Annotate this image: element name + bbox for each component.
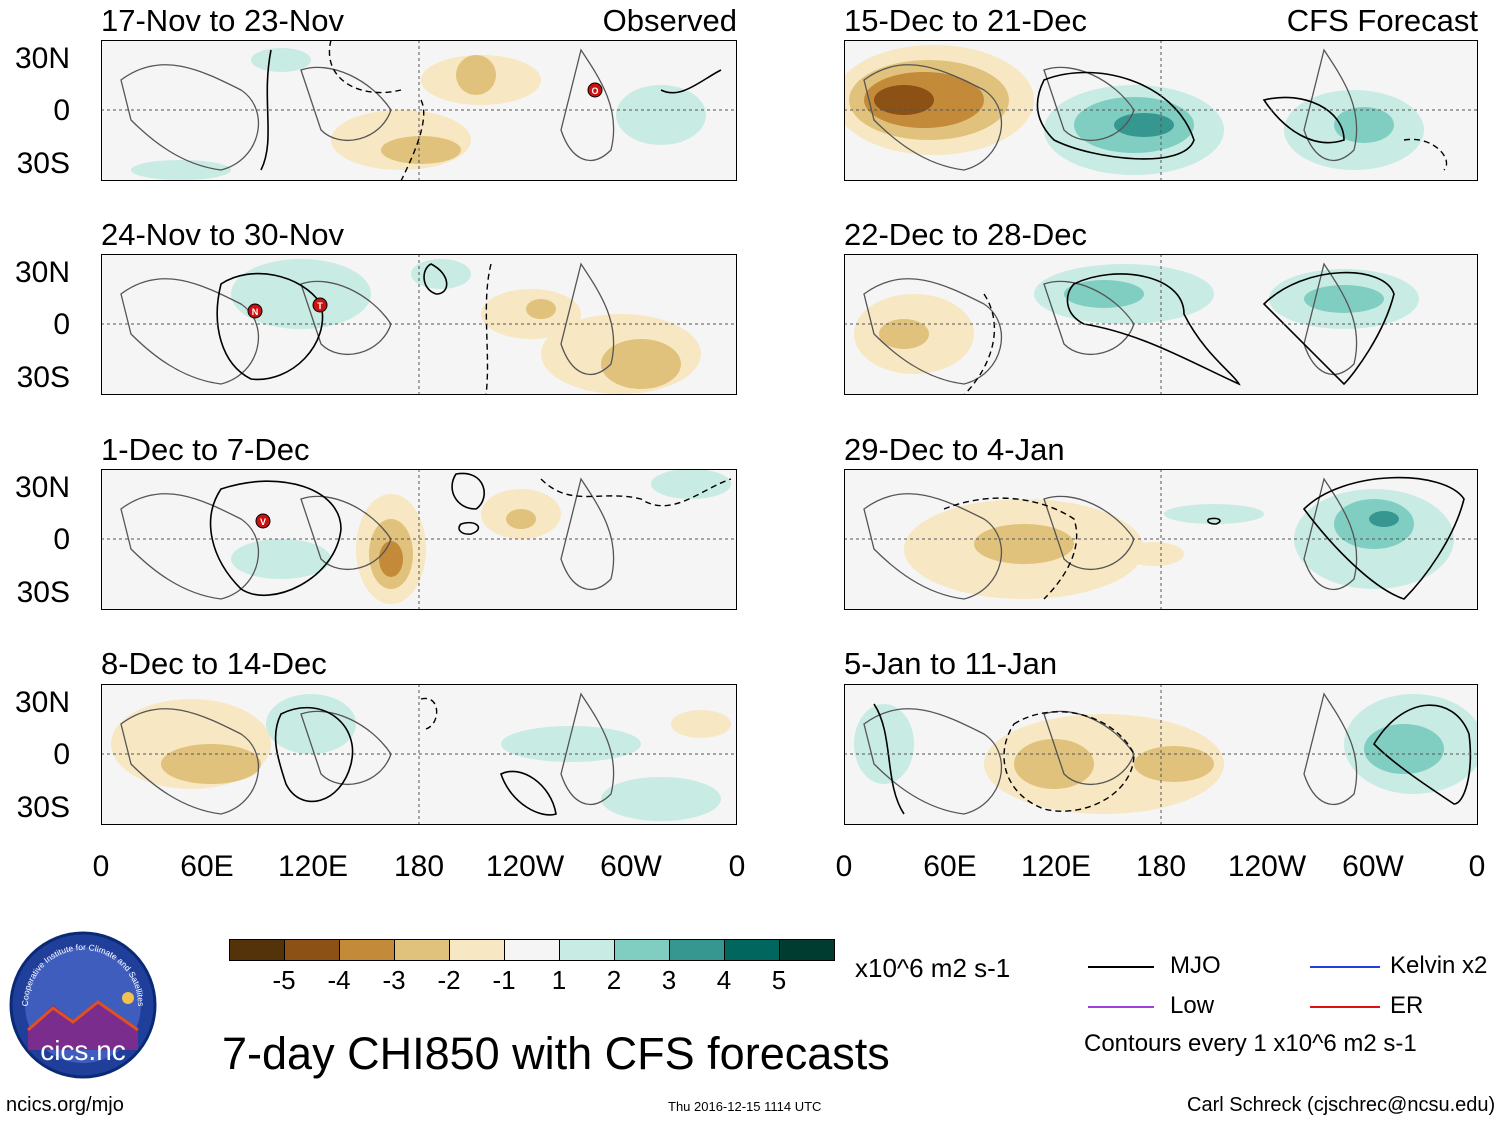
legend-line-low — [1088, 1006, 1154, 1008]
anomaly-map-obs-4 — [101, 684, 737, 825]
colorbar-units: x10^6 m2 s-1 — [855, 953, 1011, 983]
colorbar-swatch — [559, 939, 615, 961]
footer-url[interactable]: ncics.org/mjo — [6, 1094, 124, 1116]
colorbar-tick-label: -5 — [272, 965, 296, 995]
lon-label-60e: 60E — [180, 850, 234, 883]
colorbar-tick-label: -2 — [437, 965, 461, 995]
colorbar-swatch — [614, 939, 670, 961]
lat-label-eq: 0 — [53, 738, 70, 771]
storm-marker-o-letter: O — [591, 86, 598, 96]
colorbar-swatch — [284, 939, 340, 961]
colorbar-swatch — [339, 939, 395, 961]
storm-marker-o: O — [587, 82, 603, 98]
anomaly-map-obs-3: V — [101, 469, 737, 610]
anomaly-map-fcst-2 — [844, 254, 1478, 395]
panel-title-obs-1: 17-Nov to 23-Nov — [101, 3, 344, 38]
footer-author: Carl Schreck (cjschrec@ncsu.edu) — [1187, 1094, 1496, 1116]
panel-title-fcst-4: 5-Jan to 11-Jan — [844, 646, 1058, 681]
lat-label-30n: 30N — [14, 256, 70, 289]
anomaly-map-fcst-3 — [844, 469, 1478, 610]
colorbar-swatch — [504, 939, 560, 961]
lon-label-60w: 60W — [600, 850, 662, 883]
lon-label-120e: 120E — [277, 850, 349, 883]
panel-title-fcst-1: 15-Dec to 21-Dec — [844, 3, 1087, 38]
storm-marker-t-letter: T — [317, 301, 323, 311]
footer-timestamp: Thu 2016-12-15 1114 UTC — [668, 1099, 822, 1114]
lat-label-30s: 30S — [16, 576, 70, 609]
lon-label-0: 0 — [92, 850, 110, 883]
legend-label-kelvin: Kelvin x2 — [1390, 952, 1488, 979]
colorbar-swatch — [724, 939, 780, 961]
lon-label-120e: 120E — [1020, 850, 1092, 883]
legend-line-mjo — [1088, 966, 1154, 968]
cics-logo: cics.nc Cooperative Institute for Climat… — [9, 931, 157, 1079]
observed-label: Observed — [602, 3, 737, 38]
legend-label-mjo: MJO — [1170, 952, 1221, 979]
colorbar-tick-label: -1 — [492, 965, 516, 995]
lat-label-30n: 30N — [14, 42, 70, 75]
lon-label-0-end: 0 — [1468, 850, 1486, 883]
lon-label-0: 0 — [835, 850, 853, 883]
panel-title-obs-4: 8-Dec to 14-Dec — [101, 646, 327, 681]
storm-marker-t: T — [312, 297, 328, 313]
storm-marker-n-letter: N — [252, 307, 259, 317]
colorbar-tick-label: 1 — [551, 965, 567, 995]
lon-label-0-end: 0 — [728, 850, 746, 883]
panel-title-fcst-3: 29-Dec to 4-Jan — [844, 432, 1065, 467]
anomaly-map-obs-2: N T — [101, 254, 737, 395]
lon-label-120w: 120W — [485, 850, 565, 883]
colorbar-swatch — [229, 939, 285, 961]
storm-marker-v: V — [255, 513, 271, 529]
legend-label-er: ER — [1390, 992, 1424, 1019]
colorbar-tick-label: 4 — [716, 965, 732, 995]
main-title: 7-day CHI850 with CFS forecasts — [222, 1028, 890, 1079]
lat-label-30s: 30S — [16, 791, 70, 824]
colorbar-swatch — [669, 939, 725, 961]
lat-label-30n: 30N — [14, 471, 70, 504]
lat-label-30s: 30S — [16, 147, 70, 180]
lon-label-180: 180 — [1135, 850, 1187, 883]
logo-text: cics.nc — [40, 1035, 126, 1066]
anomaly-map-fcst-4 — [844, 684, 1478, 825]
storm-marker-v-letter: V — [260, 517, 266, 527]
panel-title-fcst-2: 22-Dec to 28-Dec — [844, 217, 1087, 252]
legend-line-kelvin — [1310, 966, 1380, 968]
lon-label-180: 180 — [393, 850, 445, 883]
lat-label-30s: 30S — [16, 361, 70, 394]
lat-label-eq: 0 — [53, 308, 70, 341]
lat-label-eq: 0 — [53, 523, 70, 556]
colorbar-tick-label: 5 — [771, 965, 787, 995]
colorbar-tick-label: 2 — [606, 965, 622, 995]
legend-line-er — [1310, 1006, 1380, 1008]
panel-title-obs-3: 1-Dec to 7-Dec — [101, 432, 310, 467]
cfs-forecast-label: CFS Forecast — [1286, 3, 1478, 38]
lat-label-30n: 30N — [14, 686, 70, 719]
colorbar-tick-label: -3 — [382, 965, 406, 995]
contour-interval-note: Contours every 1 x10^6 m2 s-1 — [1084, 1030, 1417, 1057]
lat-label-eq: 0 — [53, 94, 70, 127]
lon-label-60e: 60E — [923, 850, 977, 883]
colorbar-tick-label: -4 — [327, 965, 351, 995]
colorbar-swatch — [449, 939, 505, 961]
lon-label-60w: 60W — [1342, 850, 1404, 883]
legend-label-low: Low — [1170, 992, 1215, 1019]
panel-title-obs-2: 24-Nov to 30-Nov — [101, 217, 344, 252]
anomaly-map-obs-1: O — [101, 40, 737, 181]
colorbar-tick-label: 3 — [661, 965, 677, 995]
colorbar-swatch — [394, 939, 450, 961]
storm-marker-n: N — [247, 303, 263, 319]
lon-label-120w: 120W — [1227, 850, 1307, 883]
anomaly-map-fcst-1 — [844, 40, 1478, 181]
colorbar-swatch — [779, 939, 835, 961]
